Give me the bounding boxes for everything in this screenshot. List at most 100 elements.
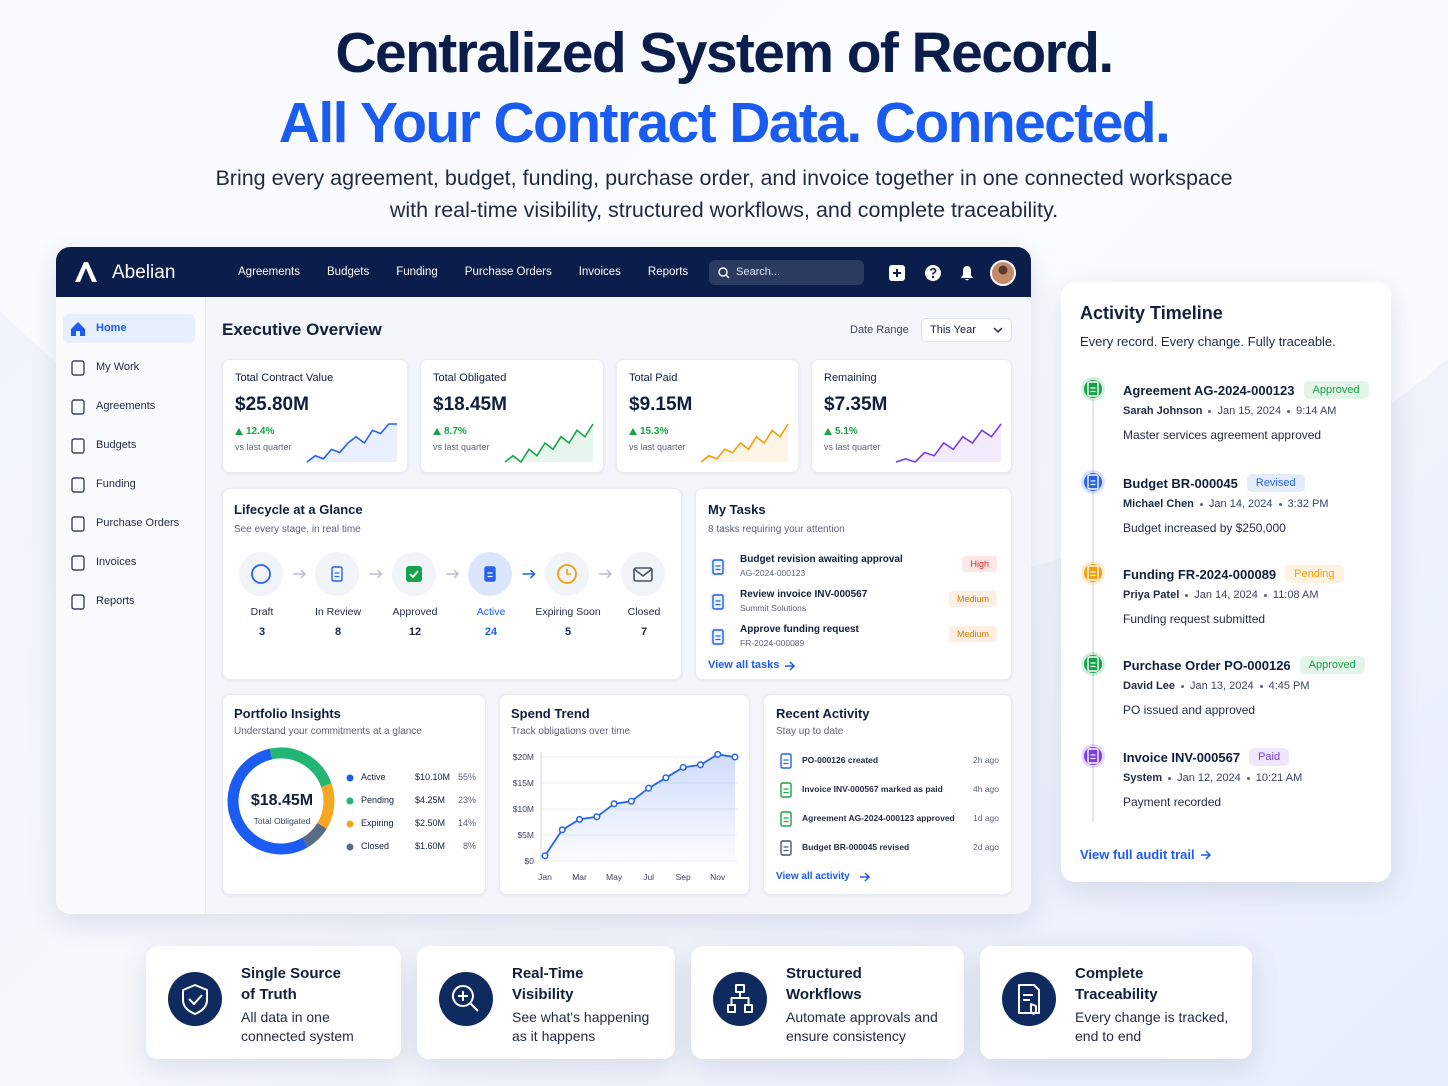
card-title: Recent Activity	[776, 706, 870, 721]
spend-point	[662, 774, 670, 782]
sidebar-item[interactable]: Home	[96, 322, 127, 334]
dot	[346, 797, 354, 805]
date-range-value: This Year	[930, 324, 976, 336]
clock-hands	[566, 569, 571, 575]
legend-amount: $10.10M	[415, 772, 451, 782]
help-hook	[929, 267, 937, 275]
doc-icon	[1087, 565, 1099, 581]
sidebar-icon	[71, 594, 85, 610]
feature-icon-bg	[439, 972, 493, 1026]
status-badge: Revised	[1246, 474, 1305, 492]
sidebar-item[interactable]: Agreements	[96, 400, 156, 412]
sparkline-area	[505, 424, 593, 462]
date-range-select[interactable]: This Year	[921, 318, 1012, 342]
doc-icon	[1087, 381, 1099, 397]
timeline-head: Purchase Order PO-000126 Approved	[1123, 656, 1365, 674]
timeline-time: 3:32 PM	[1287, 498, 1329, 510]
card-title: Spend Trend	[511, 706, 590, 721]
sidebar-item[interactable]: Reports	[96, 595, 135, 607]
priority-badge: Medium	[948, 626, 997, 642]
search-box[interactable]: Search...	[709, 260, 864, 285]
spend-point	[575, 815, 584, 823]
timeline-item-title: Budget BR-000045	[1123, 475, 1238, 491]
timeline-icon	[1081, 561, 1105, 585]
separator	[1278, 502, 1282, 506]
feature-icon	[1002, 972, 1056, 1026]
sidebar-item[interactable]: Purchase Orders	[96, 517, 180, 529]
approved-icon	[406, 566, 422, 582]
task-title[interactable]: Budget revision awaiting approval	[740, 554, 903, 565]
nav-item[interactable]: Purchase Orders	[464, 266, 552, 278]
dot	[1084, 564, 1102, 582]
activity-icon	[780, 840, 792, 856]
sparkline-area	[896, 424, 1001, 462]
kpi-label: Total Obligated	[433, 372, 507, 384]
feature-desc: See what's happening as it happens	[512, 1009, 650, 1044]
nav-item[interactable]: Funding	[396, 266, 438, 278]
arrow	[860, 872, 871, 882]
nav-item[interactable]: Budgets	[327, 266, 370, 278]
legend-dot	[346, 774, 354, 782]
timeline-meta: Sarah Johnson Jan 15, 2024 9:14 AM	[1123, 405, 1336, 417]
sidebar-item[interactable]: Budgets	[96, 439, 137, 451]
doc-icon	[780, 840, 792, 856]
stage-circle	[621, 552, 665, 596]
sidebar-item[interactable]: My Work	[96, 361, 140, 373]
task-icon-bg	[710, 628, 726, 646]
check	[409, 570, 419, 579]
timeline-head: Invoice INV-000567 Paid	[1123, 748, 1290, 766]
nav-item[interactable]: Agreements	[238, 266, 301, 278]
search-placeholder: Search...	[736, 266, 781, 278]
dot	[346, 820, 354, 828]
home-icon	[71, 322, 85, 336]
draft-icon	[251, 564, 271, 584]
stage-arrow	[522, 569, 536, 579]
nav-item[interactable]: Reports	[647, 266, 689, 278]
timeline-desc: Funding request submitted	[1123, 612, 1266, 626]
timeline-date: Jan 13, 2024	[1189, 680, 1254, 692]
kpi-value: $25.80M	[235, 394, 309, 415]
legend-amount: $2.50M	[415, 818, 446, 828]
stage-count: 8	[334, 626, 342, 638]
feature-title: Structured Workflows	[786, 965, 862, 1003]
headline: Centralized System of Record.	[335, 21, 1114, 85]
clock-icon	[557, 564, 577, 584]
feature-glyph	[727, 984, 753, 1013]
x-tick-label: Nov	[710, 872, 726, 882]
spend-area	[545, 754, 735, 861]
doc-icon	[331, 566, 343, 582]
legend-amount: $4.25M	[415, 795, 446, 805]
separator	[1263, 593, 1267, 597]
kpi-change: 5.1%	[835, 426, 858, 437]
mail-flap	[633, 568, 653, 578]
activity-link[interactable]: View all activity	[776, 871, 850, 882]
stage-label: Draft	[250, 606, 274, 618]
timeline-head: Agreement AG-2024-000123 Approved	[1123, 381, 1369, 399]
up-triangle	[824, 428, 832, 435]
card-subtitle: See every stage, in real time	[234, 524, 361, 535]
card-subtitle: Track obligations over time	[511, 726, 631, 737]
task-title[interactable]: Approve funding request	[740, 624, 859, 635]
header-icons	[889, 260, 1016, 286]
sparkline-area	[701, 424, 788, 462]
handle	[725, 274, 730, 279]
timeline-link[interactable]: View full audit trail	[1080, 847, 1195, 862]
spend-point	[558, 826, 566, 834]
sparkline-line	[700, 423, 789, 463]
task-title[interactable]: Review invoice INV-000567	[740, 589, 868, 600]
tasks-link[interactable]: View all tasks	[708, 659, 780, 671]
nav-item[interactable]: Invoices	[578, 266, 621, 278]
arrow-icon	[1201, 850, 1212, 860]
lifecycle-card: Lifecycle at a Glance See every stage, in…	[222, 488, 682, 680]
up-triangle	[235, 428, 243, 435]
timeline-date: Jan 12, 2024	[1177, 772, 1241, 784]
dot	[1084, 473, 1102, 491]
doc-icon	[780, 782, 792, 798]
sidebar-item[interactable]: Funding	[96, 478, 136, 490]
menu-icon	[71, 477, 85, 493]
activity-text: Invoice INV-000567 marked as paid	[802, 784, 943, 794]
activity-text: Agreement AG-2024-000123 approved	[802, 813, 955, 823]
sidebar-item[interactable]: Invoices	[96, 556, 137, 568]
feature-glyph	[1018, 984, 1040, 1015]
timeline-time: 4:45 PM	[1268, 680, 1310, 692]
